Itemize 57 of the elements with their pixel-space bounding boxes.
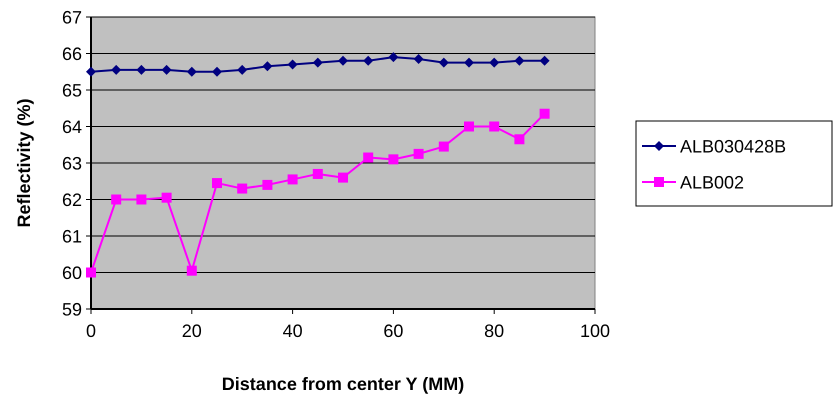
x-axis-title: Distance from center Y (MM) (222, 374, 464, 394)
y-tick-label: 66 (62, 44, 82, 64)
point (438, 58, 449, 68)
y-tick-label: 63 (62, 153, 82, 174)
point (111, 194, 122, 204)
point (514, 56, 524, 66)
point (237, 184, 248, 194)
legend-label: ALB002 (680, 172, 744, 192)
x-tick-label: 40 (282, 321, 303, 341)
point (414, 54, 424, 64)
legend-label: ALB030428B (680, 136, 786, 156)
point (288, 59, 298, 70)
point (338, 56, 348, 66)
x-tick-label: 80 (484, 321, 504, 341)
point (262, 180, 272, 190)
point (186, 66, 197, 77)
point (162, 192, 172, 203)
point (540, 108, 550, 119)
point (438, 142, 449, 152)
y-tick-label: 67 (62, 7, 82, 28)
point (464, 58, 474, 68)
y-tick-label: 59 (62, 299, 82, 320)
point (489, 58, 500, 68)
y-tick-label: 64 (62, 116, 82, 137)
point (414, 148, 424, 159)
y-tick-label: 60 (62, 262, 82, 283)
point (262, 61, 272, 72)
point (514, 134, 524, 144)
point (312, 168, 323, 179)
point (86, 66, 96, 77)
x-tick-label: 0 (86, 321, 96, 341)
point (186, 266, 197, 276)
point (136, 64, 146, 75)
x-tick-label: 100 (580, 321, 610, 341)
point (111, 64, 122, 75)
point (388, 52, 398, 62)
point (540, 56, 550, 66)
point (388, 154, 398, 164)
y-tick-label: 62 (62, 190, 82, 210)
point (162, 64, 172, 75)
x-tick-label: 60 (383, 321, 404, 341)
y-axis-title: Reflectivity (%) (14, 98, 34, 228)
point (312, 58, 323, 68)
point (363, 56, 374, 66)
point (212, 66, 222, 77)
x-tick-label: 20 (182, 321, 202, 341)
point (489, 122, 500, 132)
point (338, 172, 348, 183)
point (136, 194, 146, 204)
y-tick-label: 61 (62, 226, 82, 246)
point (86, 268, 96, 278)
point (237, 64, 248, 75)
point (288, 174, 298, 184)
point (464, 122, 474, 132)
y-tick-label: 65 (62, 80, 82, 100)
point (363, 152, 374, 163)
point (212, 178, 222, 188)
